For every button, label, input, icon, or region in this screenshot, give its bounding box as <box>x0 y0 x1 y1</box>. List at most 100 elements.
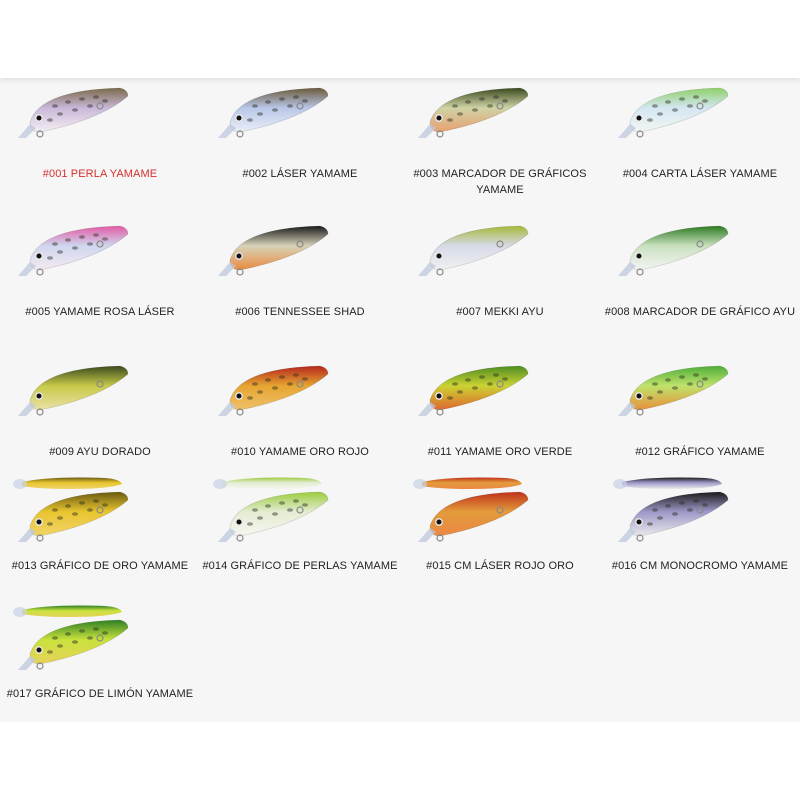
split-ring <box>236 130 244 138</box>
lure-body <box>429 491 529 537</box>
color-option-5[interactable]: #005 YAMAME ROSA LÁSER <box>0 218 200 343</box>
split-ring <box>696 240 704 248</box>
lure-body <box>29 87 129 133</box>
color-option-10[interactable]: #010 YAMAME ORO ROJO <box>200 358 400 483</box>
color-option-label: #002 LÁSER YAMAME <box>242 168 358 180</box>
lure-lip <box>18 262 36 276</box>
split-ring <box>236 408 244 416</box>
color-option-1[interactable]: #001 PERLA YAMAME <box>0 80 200 205</box>
color-option-3[interactable]: #003 MARCADOR DE GRÁFICOS YAMAME <box>400 80 600 205</box>
lure-lip <box>218 402 236 416</box>
split-ring <box>36 268 44 276</box>
color-option-label: #001 PERLA YAMAME <box>42 168 158 180</box>
lure-eye <box>235 114 243 122</box>
lure-eye <box>635 518 643 526</box>
lure-top-view <box>22 477 122 489</box>
lure-image <box>418 87 529 138</box>
lure-image <box>18 87 129 138</box>
color-option-12[interactable]: #012 GRÁFICO YAMAME <box>600 358 800 483</box>
split-ring <box>436 408 444 416</box>
lure-body <box>629 491 729 537</box>
split-ring <box>296 240 304 248</box>
lure-body <box>29 225 129 271</box>
lure-body <box>429 365 529 411</box>
color-option-label: #016 CM MONOCROMO YAMAME <box>611 560 789 572</box>
lure-image <box>218 365 329 416</box>
lure-eye <box>435 392 443 400</box>
lure-lip <box>418 402 436 416</box>
lure-image <box>413 477 529 542</box>
lure-image <box>13 605 129 670</box>
color-option-6[interactable]: #006 TENNESSEE SHAD <box>200 218 400 343</box>
lure-eye <box>35 392 43 400</box>
lure-eye <box>635 392 643 400</box>
split-ring <box>36 662 44 670</box>
split-ring <box>36 534 44 542</box>
color-option-16[interactable]: #016 CM MONOCROMO YAMAME <box>600 472 800 597</box>
lure-eye <box>435 252 443 260</box>
split-ring <box>236 268 244 276</box>
lure-lip <box>418 262 436 276</box>
lure-body <box>229 87 329 133</box>
color-option-11[interactable]: #011 YAMAME ORO VERDE <box>400 358 600 483</box>
color-option-13[interactable]: #013 GRÁFICO DE ORO YAMAME <box>0 472 200 597</box>
split-ring <box>96 634 104 642</box>
lure-lip <box>618 402 636 416</box>
lure-image <box>13 477 129 542</box>
color-option-label: #006 TENNESSEE SHAD <box>235 306 365 318</box>
split-ring <box>236 534 244 542</box>
lure-eye <box>635 114 643 122</box>
split-ring <box>296 102 304 110</box>
lure-body <box>229 365 329 411</box>
lure-eye <box>435 518 443 526</box>
lure-image <box>18 365 129 416</box>
lure-top-view <box>422 477 522 489</box>
lure-eye <box>35 252 43 260</box>
color-option-17[interactable]: #017 GRÁFICO DE LIMÓN YAMAME <box>0 600 200 725</box>
split-ring <box>96 240 104 248</box>
color-option-label: #012 GRÁFICO YAMAME <box>635 446 765 458</box>
lure-image <box>18 225 129 276</box>
split-ring <box>436 534 444 542</box>
lure-top-view <box>622 477 722 489</box>
split-ring <box>696 380 704 388</box>
lure-image <box>218 87 329 138</box>
color-option-8[interactable]: #008 MARCADOR DE GRÁFICO AYU <box>600 218 800 343</box>
lure-eye <box>35 518 43 526</box>
color-option-label: #005 YAMAME ROSA LÁSER <box>25 306 175 318</box>
split-ring <box>96 380 104 388</box>
color-option-label: #003 MARCADOR DE GRÁFICOS YAMAME <box>413 168 587 196</box>
lure-lip <box>618 262 636 276</box>
color-option-label: #004 CARTA LÁSER YAMAME <box>622 168 778 180</box>
color-option-label: #011 YAMAME ORO VERDE <box>427 446 573 458</box>
split-ring <box>96 506 104 514</box>
color-option-15[interactable]: #015 CM LÁSER ROJO ORO <box>400 472 600 597</box>
color-option-4[interactable]: #004 CARTA LÁSER YAMAME <box>600 80 800 205</box>
lure-body <box>29 491 129 537</box>
color-option-label: #014 GRÁFICO DE PERLAS YAMAME <box>202 560 398 572</box>
lure-eye <box>435 114 443 122</box>
lure-eye <box>35 114 43 122</box>
lure-lip <box>218 528 236 542</box>
lure-body <box>629 87 729 133</box>
lure-eye <box>235 518 243 526</box>
split-ring <box>496 240 504 248</box>
lure-image <box>418 225 529 276</box>
lure-lip <box>18 528 36 542</box>
lure-body <box>429 225 529 271</box>
lure-image <box>618 87 729 138</box>
split-ring <box>636 130 644 138</box>
color-option-14[interactable]: #014 GRÁFICO DE PERLAS YAMAME <box>200 472 400 597</box>
lure-top-view <box>22 605 122 617</box>
lure-body <box>229 225 329 271</box>
lure-image <box>613 477 729 542</box>
color-option-9[interactable]: #009 AYU DORADO <box>0 358 200 483</box>
lure-body <box>229 491 329 537</box>
color-option-7[interactable]: #007 MEKKI AYU <box>400 218 600 343</box>
lure-eye <box>35 646 43 654</box>
split-ring <box>496 102 504 110</box>
color-option-2[interactable]: #002 LÁSER YAMAME <box>200 80 400 205</box>
lure-body <box>29 365 129 411</box>
split-ring <box>36 408 44 416</box>
lure-eye <box>235 392 243 400</box>
